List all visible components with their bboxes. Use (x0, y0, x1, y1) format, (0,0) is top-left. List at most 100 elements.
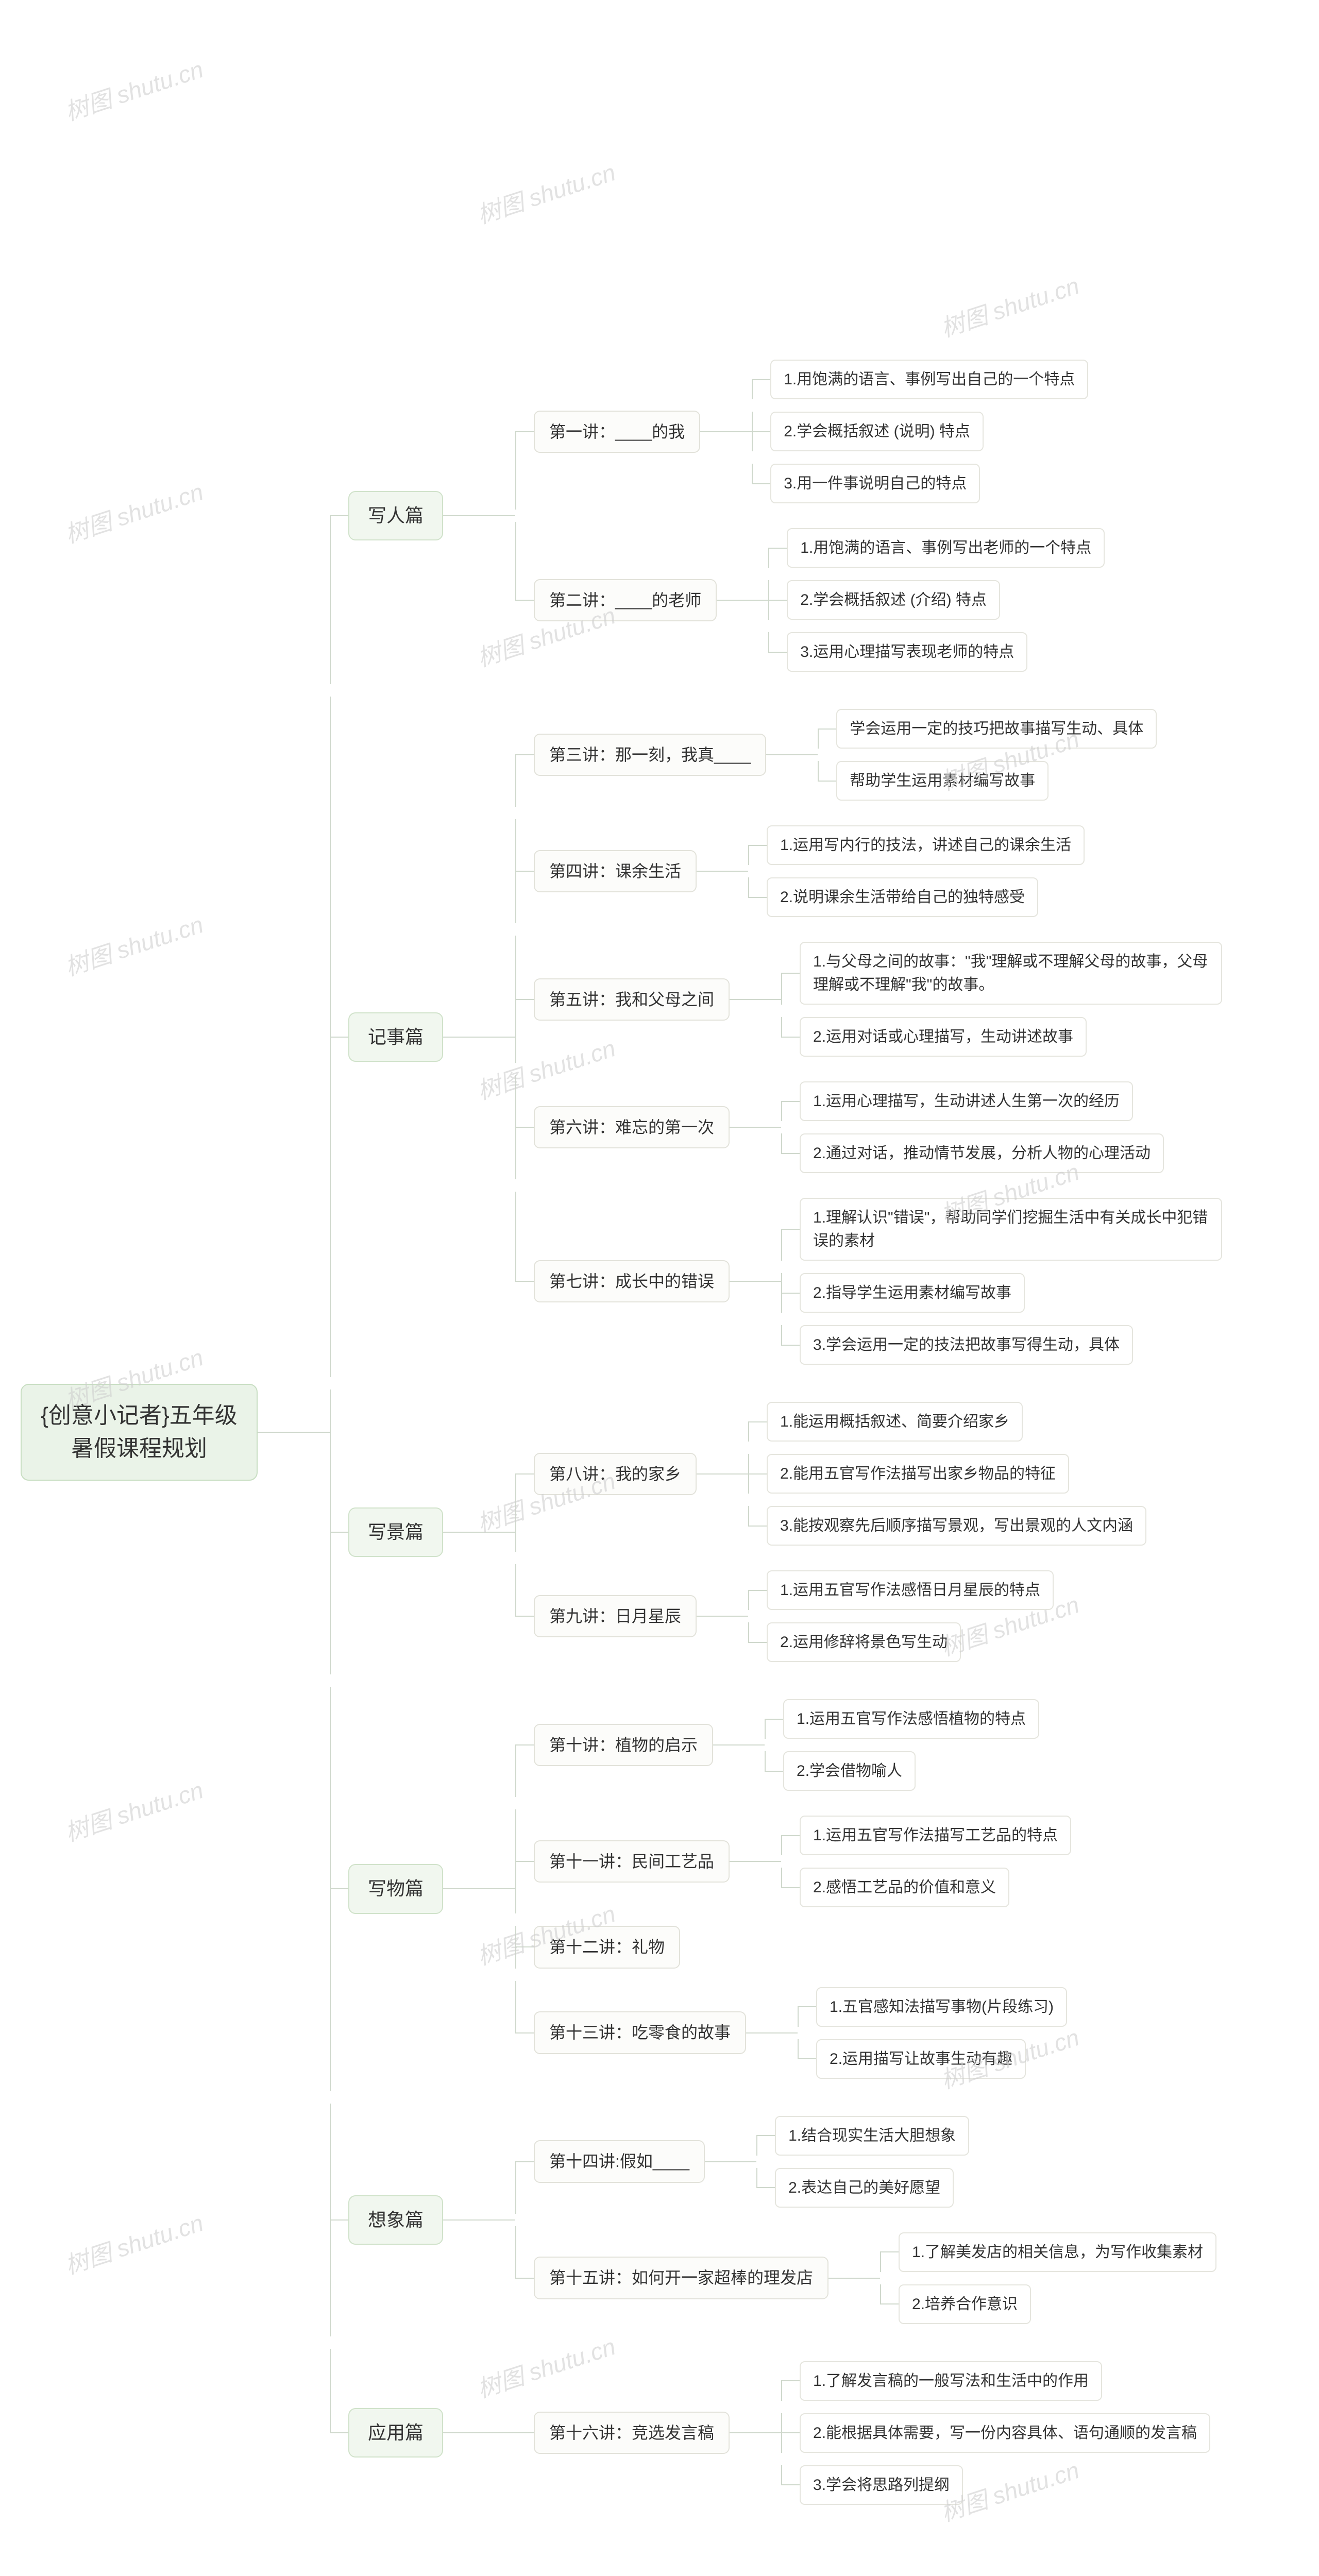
lesson-row: 第六讲：难忘的第一次 1.运用心理描写，生动讲述人生第一次的经历2.通过对话，推动… (515, 1075, 1222, 1179)
lesson-node: 第九讲：日月星辰 (534, 1595, 697, 1637)
point-row: 3.运用心理描写表现老师的特点 (768, 632, 1105, 672)
connector-v (330, 1687, 348, 2091)
connector-h (443, 1888, 515, 1889)
lesson-row: 第一讲：____的我 1.用饱满的语言、事例写出自己的一个特点2.学会概括叙述 (… (515, 353, 1105, 510)
lesson-row: 第十讲：植物的启示1.运用五官写作法感悟植物的特点2.学会借物喻人 (515, 1693, 1071, 1797)
chapter-node: 写景篇 (348, 1507, 443, 1557)
point-node: 1.结合现实生活大胆想象 (775, 2116, 969, 2156)
connector-h (705, 2161, 756, 2162)
chapter-row: 记事篇第三讲：那一刻，我真____学会运用一定的技巧把故事描写生动、具体帮助学生… (330, 697, 1222, 1377)
point-row: 帮助学生运用素材编写故事 (818, 761, 1157, 801)
lesson-node: 第一讲：____的我 (534, 411, 700, 453)
connector-v (330, 2349, 348, 2517)
connector-h (443, 515, 515, 516)
connector-v (765, 1751, 783, 1791)
connector-v (748, 877, 767, 917)
point-node: 2.运用对话或心理描写，生动讲述故事 (800, 1017, 1087, 1057)
lesson-node: 第四讲：课余生活 (534, 850, 697, 892)
point-row: 2.能根据具体需要，写一份内容具体、语句通顺的发言稿 (781, 2413, 1210, 2453)
point-node: 2.表达自己的美好愿望 (775, 2168, 954, 2208)
lesson-row: 第十四讲:假如____1.结合现实生活大胆想象2.表达自己的美好愿望 (515, 2110, 1216, 2214)
point-node: 1.运用五官写作法感悟植物的特点 (783, 1699, 1039, 1739)
connector-h (443, 1037, 515, 1038)
connector-h (697, 871, 748, 872)
points-col: 学会运用一定的技巧把故事描写生动、具体帮助学生运用素材编写故事 (818, 703, 1157, 807)
connector-v (752, 464, 770, 503)
points-col: 1.运用心理描写，生动讲述人生第一次的经历2.通过对话，推动情节发展，分析人物的… (781, 1075, 1164, 1179)
point-node: 学会运用一定的技巧把故事描写生动、具体 (836, 709, 1157, 749)
lesson-node: 第十一讲：民间工艺品 (534, 1840, 730, 1883)
point-node: 1.运用五官写作法感悟日月星辰的特点 (767, 1570, 1054, 1610)
chapter-node: 应用篇 (348, 2408, 443, 2458)
point-node: 2.指导学生运用素材编写故事 (800, 1273, 1025, 1313)
connector-v (818, 709, 836, 749)
connector-v (781, 2413, 800, 2453)
points-col: 1.了解发言稿的一般写法和生活中的作用 2.能根据具体需要，写一份内容具体、语句通… (781, 2355, 1210, 2511)
lesson-row: 第十五讲：如何开一家超棒的理发店1.了解美发店的相关信息，为写作收集素材2.培养… (515, 2226, 1216, 2330)
connector-v (798, 1987, 816, 2027)
point-node: 2.能根据具体需要，写一份内容具体、语句通顺的发言稿 (800, 2413, 1210, 2453)
connector-v (798, 2039, 816, 2079)
lesson-row: 第十六讲：竞选发言稿1.了解发言稿的一般写法和生活中的作用2.能根据具体需要，写… (515, 2355, 1210, 2511)
connector-v (768, 580, 787, 620)
point-node: 2.运用修辞将景色写生动 (767, 1622, 961, 1662)
lesson-node: 第八讲：我的家乡 (534, 1453, 697, 1495)
connector-v (880, 2284, 899, 2324)
connector-v (781, 1816, 800, 1855)
mindmap-root-container: {创意小记者}五年级暑假课程规划写人篇第一讲：____的我1.用饱满的语言、事例… (21, 41, 1298, 2576)
connector-v (330, 1389, 348, 1674)
connector-h (730, 999, 781, 1000)
points-col: 1.理解认识"错误"，帮助同学们挖掘生活中有关成长中犯错误的素材 2.指导学生运用… (781, 1192, 1222, 1371)
connector-v (756, 2168, 775, 2208)
lessons-col: 第十六讲：竞选发言稿1.了解发言稿的一般写法和生活中的作用2.能根据具体需要，写… (515, 2349, 1210, 2517)
point-node: 1.了解发言稿的一般写法和生活中的作用 (800, 2361, 1102, 2401)
connector-v (515, 2355, 534, 2511)
point-row: 3.学会将思路列提纲 (781, 2465, 1210, 2505)
chapters-col: 写人篇第一讲：____的我1.用饱满的语言、事例写出自己的一个特点2.学会概括叙… (330, 341, 1222, 2523)
connector-v (765, 1699, 783, 1739)
point-node: 3.用一件事说明自己的特点 (770, 464, 980, 503)
connector-h (700, 431, 752, 432)
point-row: 1.了解美发店的相关信息，为写作收集素材 (880, 2232, 1216, 2272)
lesson-node: 第六讲：难忘的第一次 (534, 1106, 730, 1148)
connector-v (781, 2361, 800, 2401)
connector-v (748, 1454, 767, 1494)
point-node: 2.感悟工艺品的价值和意义 (800, 1868, 1009, 1907)
lesson-row: 第十二讲：礼物 (515, 1926, 1071, 1968)
connector-v (880, 2232, 899, 2272)
points-col: 1.与父母之间的故事："我"理解或不理解父母的故事，父母理解或不理解"我"的故事… (781, 936, 1222, 1063)
connector-h (697, 1616, 748, 1617)
point-node: 3.学会将思路列提纲 (800, 2465, 963, 2505)
connector-v (330, 697, 348, 1377)
point-node: 1.理解认识"错误"，帮助同学们挖掘生活中有关成长中犯错误的素材 (800, 1198, 1222, 1261)
point-row: 2.运用描写让故事生动有趣 (798, 2039, 1067, 2079)
chapter-node: 记事篇 (348, 1012, 443, 1062)
point-row: 1.结合现实生活大胆想象 (756, 2116, 969, 2156)
connector-v (515, 2110, 534, 2214)
point-row: 1.能运用概括叙述、简要介绍家乡 (748, 1402, 1146, 1442)
connector-v (781, 942, 800, 1005)
point-row: 2.学会概括叙述 (介绍) 特点 (768, 580, 1105, 620)
lesson-row: 第四讲：课余生活1.运用写内行的技法，讲述自己的课余生活2.说明课余生活带给自己… (515, 819, 1222, 923)
points-col: 1.用饱满的语言、事例写出自己的一个特点2.学会概括叙述 (说明) 特点3.用一… (752, 353, 1088, 510)
point-node: 2.运用描写让故事生动有趣 (816, 2039, 1026, 2079)
point-row: 2.感悟工艺品的价值和意义 (781, 1868, 1071, 1907)
connector-h (258, 1432, 330, 1433)
point-node: 1.运用写内行的技法，讲述自己的课余生活 (767, 825, 1085, 865)
connector-v (781, 1325, 800, 1365)
points-col: 1.运用五官写作法描写工艺品的特点2.感悟工艺品的价值和意义 (781, 1809, 1071, 1913)
connector-h (730, 1281, 781, 1282)
connector-v (515, 522, 534, 678)
connector-h (697, 1473, 748, 1475)
point-row: 3.用一件事说明自己的特点 (752, 464, 1088, 503)
connector-v (781, 2465, 800, 2505)
connector-v (515, 1981, 534, 2085)
chapter-row: 写景篇第八讲：我的家乡1.能运用概括叙述、简要介绍家乡2.能用五官写作法描写出家… (330, 1389, 1222, 1674)
connector-v (818, 761, 836, 801)
chapter-node: 写物篇 (348, 1864, 443, 1913)
connector-v (748, 1570, 767, 1610)
point-row: 1.运用心理描写，生动讲述人生第一次的经历 (781, 1081, 1164, 1121)
lesson-row: 第十一讲：民间工艺品 1.运用五官写作法描写工艺品的特点2.感悟工艺品的价值和意义 (515, 1809, 1071, 1913)
chapter-node: 想象篇 (348, 2195, 443, 2245)
point-node: 3.运用心理描写表现老师的特点 (787, 632, 1027, 672)
